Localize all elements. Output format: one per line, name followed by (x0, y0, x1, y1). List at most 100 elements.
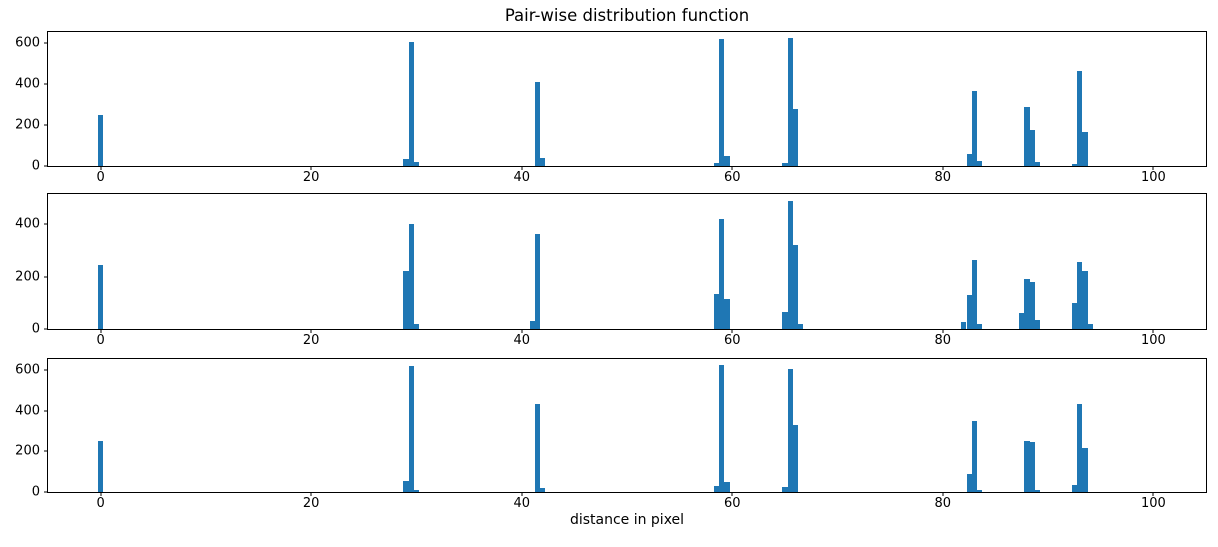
subplot-bottom: 0 20 40 60 80 100 0 200 400 600 (15, 358, 1207, 510)
bar (1071, 163, 1078, 166)
bar (782, 162, 788, 166)
bar (408, 224, 414, 329)
bar (1034, 489, 1041, 492)
bar (403, 480, 409, 492)
bar (787, 38, 793, 166)
x-tick-mark (942, 166, 944, 170)
bar (977, 323, 983, 329)
bar (971, 259, 978, 329)
bar (787, 369, 793, 492)
bar (1082, 448, 1088, 492)
bar (787, 200, 793, 329)
plot-area: 0 20 40 60 80 100 0 200 400 600 (15, 31, 1207, 184)
x-tick-label: 0 (96, 496, 105, 511)
bar (1019, 313, 1025, 329)
bar (719, 365, 725, 492)
x-tick-label: 40 (513, 496, 530, 511)
bar (724, 155, 730, 166)
bar (1034, 161, 1041, 166)
x-tick-mark (942, 329, 944, 333)
bar (966, 473, 972, 492)
bar (1071, 302, 1078, 329)
bar (98, 264, 104, 329)
bar (1077, 403, 1083, 492)
x-tick-label: 40 (513, 333, 530, 348)
x-tick-mark (1152, 166, 1154, 170)
x-tick-label: 20 (302, 333, 320, 348)
y-tick-label: 600 (15, 362, 40, 378)
bar (961, 322, 967, 329)
bar (713, 293, 720, 329)
bar (971, 91, 978, 166)
bar (798, 323, 804, 329)
y-tick-label: 200 (15, 443, 40, 459)
y-tick-mark (44, 369, 48, 371)
y-tick-label: 0 (31, 484, 40, 500)
x-tick-mark (942, 492, 944, 496)
bar (98, 441, 104, 492)
bar (534, 233, 541, 329)
bar (413, 323, 420, 329)
bar (98, 114, 104, 166)
bar (1082, 132, 1088, 166)
x-tick-mark (521, 329, 523, 333)
x-tick-label: 40 (513, 170, 530, 185)
bar (966, 153, 972, 166)
bar (977, 489, 983, 492)
y-tick-mark (44, 450, 48, 452)
bar (719, 39, 725, 166)
bar (724, 298, 730, 329)
x-tick-mark (100, 329, 102, 333)
bar (1029, 130, 1035, 166)
bar (1029, 442, 1035, 492)
bar (1077, 262, 1083, 329)
bar (1024, 279, 1030, 329)
bar (782, 312, 788, 329)
bar (977, 160, 983, 166)
y-tick-mark (44, 124, 48, 126)
bar (403, 271, 409, 329)
bar (1077, 71, 1083, 166)
bar (540, 157, 546, 166)
subplot-middle: 0 20 40 60 80 100 0 200 400 (15, 193, 1207, 347)
bar (1034, 319, 1041, 329)
bar (719, 219, 725, 329)
bar (724, 481, 730, 492)
bar (792, 245, 799, 329)
x-tick-label: 60 (723, 333, 741, 348)
bar (534, 403, 541, 492)
x-tick-label: 100 (1140, 496, 1166, 511)
y-tick-label: 400 (15, 216, 40, 232)
x-tick-mark (100, 492, 102, 496)
plot-area: 0 20 40 60 80 100 0 200 400 600 (15, 358, 1207, 510)
plot-area: 0 20 40 60 80 100 0 200 400 (15, 193, 1207, 347)
chart-title: Pair-wise distribution function (504, 6, 750, 25)
bar (971, 421, 978, 492)
x-tick-mark (310, 492, 312, 496)
bar (1071, 484, 1078, 492)
bar (408, 366, 414, 492)
bar (1024, 441, 1030, 492)
x-tick-mark (731, 492, 733, 496)
x-tick-mark (521, 166, 523, 170)
x-tick-mark (310, 329, 312, 333)
x-tick-label: 100 (1140, 170, 1166, 185)
bar (966, 295, 972, 329)
x-tick-mark (731, 329, 733, 333)
bar (782, 486, 788, 492)
bar (1024, 106, 1030, 166)
x-tick-label: 60 (723, 170, 741, 185)
y-tick-label: 200 (15, 269, 40, 285)
subplot-top: 0 20 40 60 80 100 0 200 400 600 (15, 31, 1207, 184)
y-tick-mark (44, 223, 48, 225)
x-tick-label: 60 (723, 496, 741, 511)
y-tick-mark (44, 83, 48, 85)
x-tick-label: 0 (96, 333, 105, 348)
bar (413, 161, 420, 166)
bar (713, 162, 720, 166)
bar (713, 485, 720, 492)
bar (1029, 281, 1035, 329)
bar (413, 489, 420, 492)
bar (408, 42, 414, 166)
